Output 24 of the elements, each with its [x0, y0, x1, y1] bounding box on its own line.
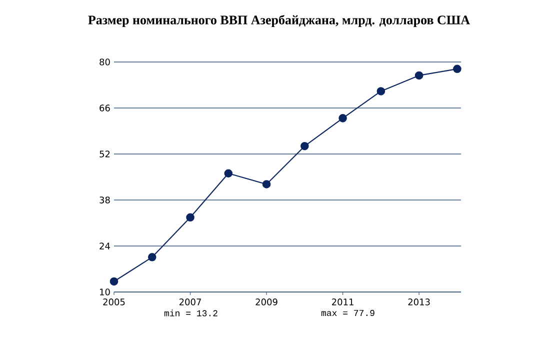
- point: [338, 114, 347, 122]
- point: [414, 71, 424, 80]
- point: [453, 64, 462, 74]
- y-tick-label: 38: [100, 196, 110, 204]
- x-tick-label: 2009: [256, 298, 278, 306]
- point: [110, 277, 118, 286]
- y-tick-label: 52: [100, 150, 110, 158]
- point: [224, 169, 233, 178]
- point: [376, 87, 386, 96]
- point: [300, 142, 309, 150]
- y-tick-label: 24: [100, 242, 110, 250]
- y-tick-label: 66: [100, 104, 110, 112]
- y-tick-label: 80: [100, 58, 110, 66]
- x-tick-label: 2013: [408, 298, 430, 306]
- text: min = 13.2: [164, 310, 218, 316]
- x-tick-label: 2007: [179, 298, 201, 306]
- x-tick-label: 2011: [332, 298, 354, 306]
- point: [148, 253, 156, 262]
- text: max = 77.9: [321, 310, 374, 316]
- point: [262, 180, 271, 188]
- y-tick-label: 10: [100, 288, 110, 296]
- x-tick-label: 2005: [103, 298, 125, 306]
- chart-title: Размер номинального ВВП Азербайджана, млрд. долларов США: [88, 14, 470, 28]
- point: [186, 213, 194, 222]
